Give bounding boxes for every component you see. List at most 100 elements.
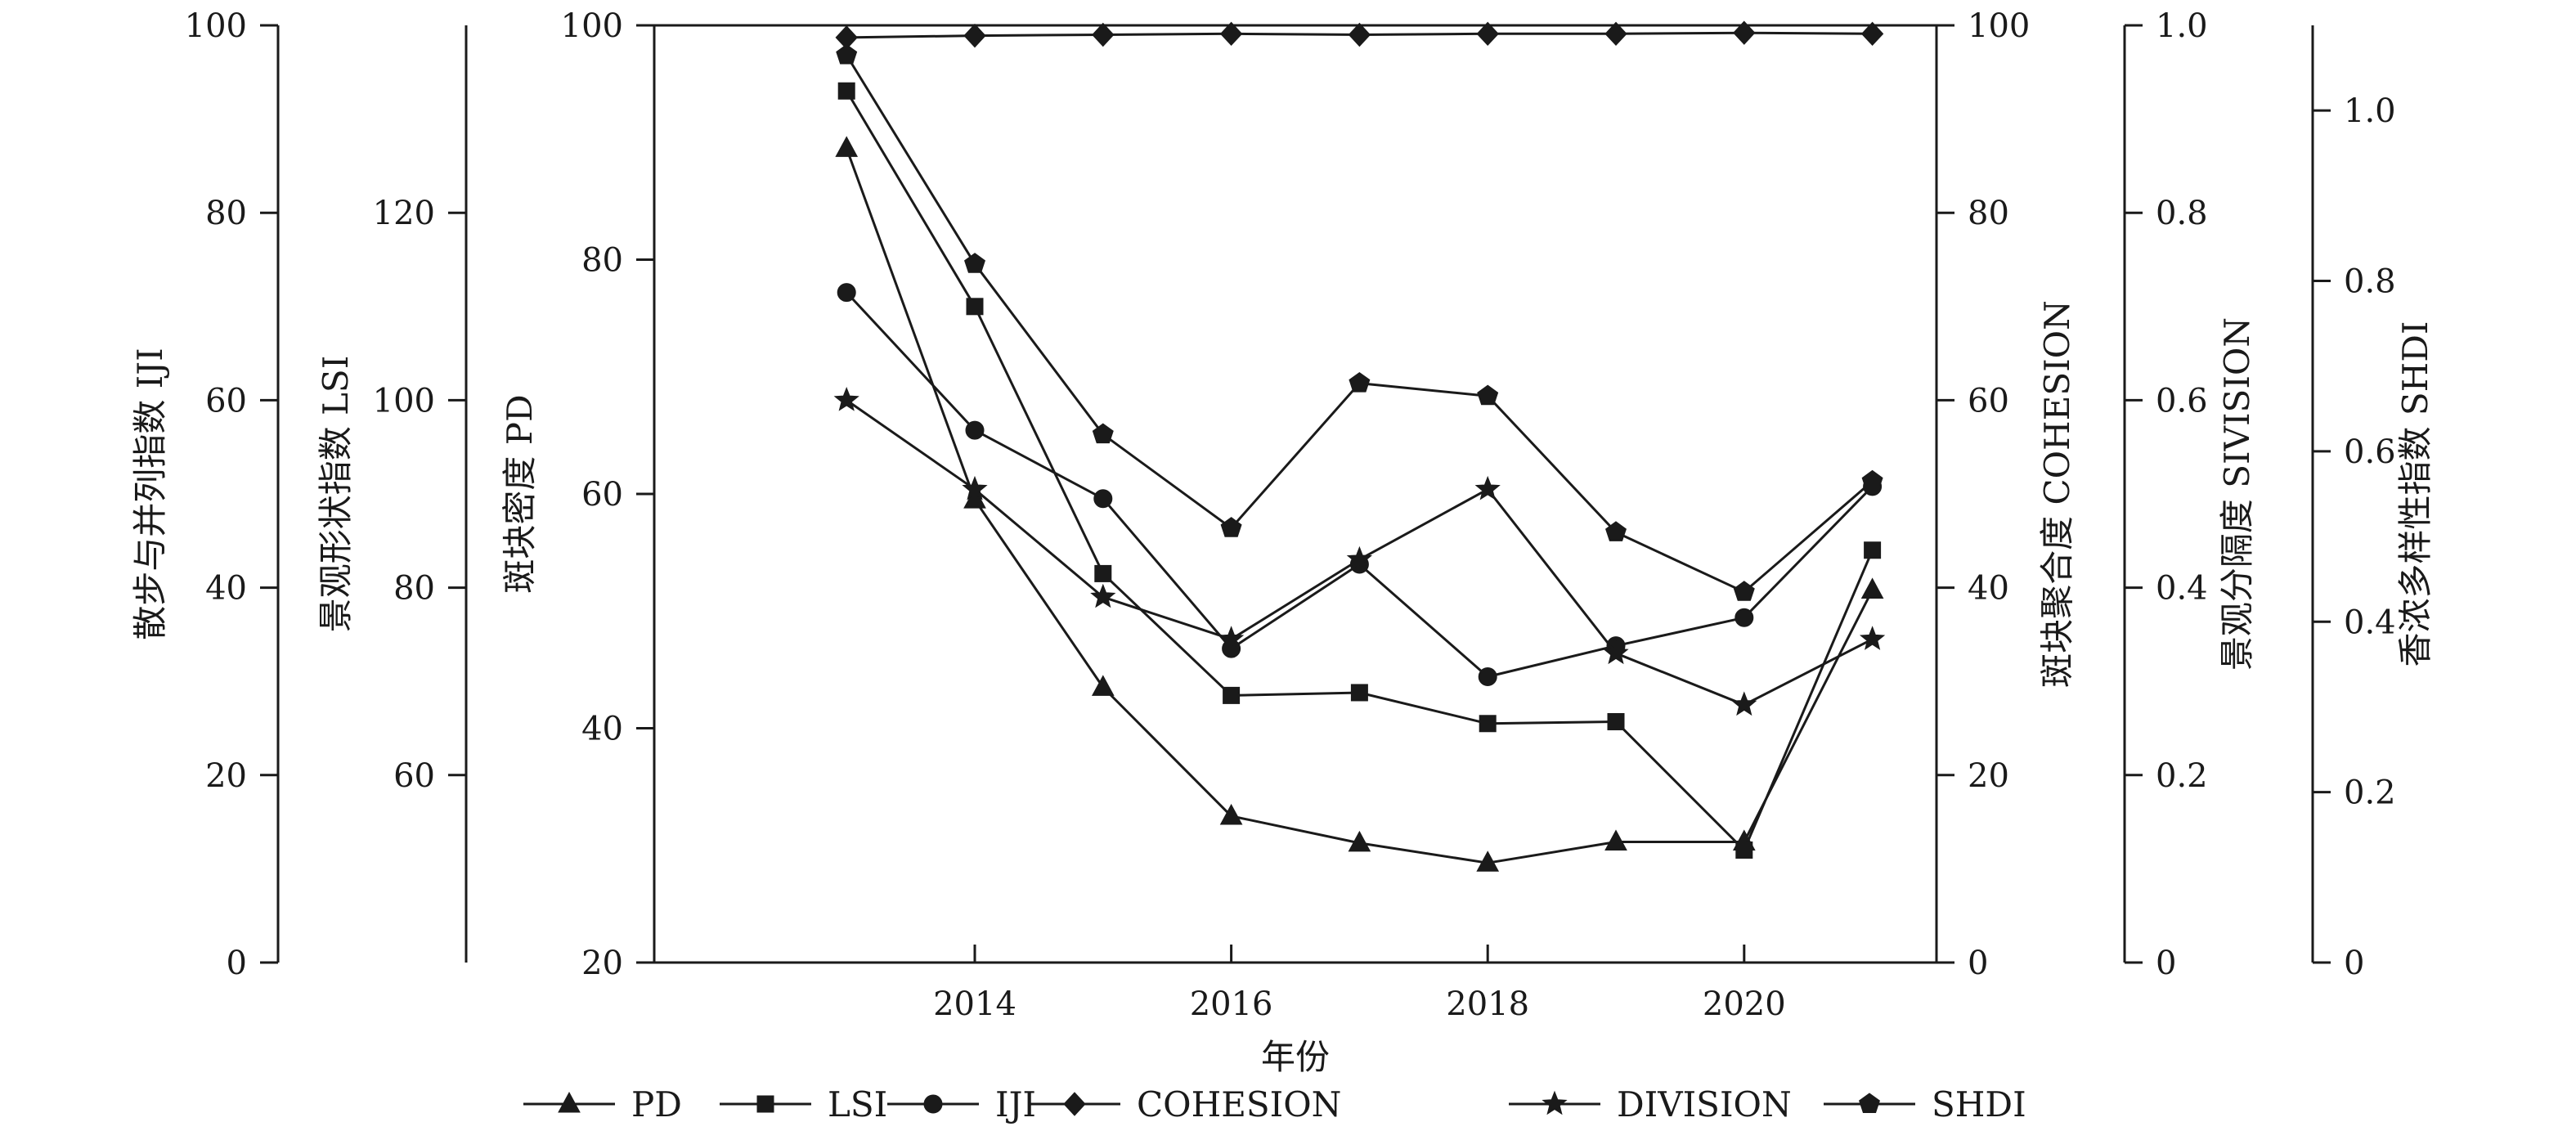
- cohesion-point: [1348, 22, 1371, 47]
- pd-point: [1860, 577, 1884, 599]
- lsi-point: [837, 82, 855, 100]
- legend-marker: [558, 1091, 581, 1113]
- shdi-point: [964, 253, 985, 273]
- pd-point: [1348, 830, 1371, 852]
- iji-line: [846, 291, 1874, 678]
- legend-label: LSI: [828, 1084, 887, 1124]
- legend-label: COHESION: [1137, 1084, 1341, 1124]
- lsi-point: [1094, 564, 1112, 582]
- pd-point: [1219, 803, 1243, 825]
- cohesion-point: [1476, 21, 1499, 47]
- plot-frame: [654, 24, 1936, 964]
- division-point: [1090, 583, 1116, 608]
- division-point: [1603, 640, 1629, 665]
- lsi-point: [1223, 686, 1241, 704]
- cohesion-axis: 0 20 40 60 80 100 斑块聚合度 COHESION: [1935, 7, 2077, 982]
- cohesion-tick-label: 20: [1968, 757, 2009, 795]
- cohesion-tick-label: 40: [1968, 570, 2009, 608]
- pd-point: [1091, 675, 1115, 696]
- iji-tick-label: 40: [205, 570, 247, 608]
- iji-tick-label: 0: [227, 945, 247, 982]
- cohesion-tick-label: 60: [1968, 382, 2009, 420]
- cohesion-point: [1604, 21, 1627, 47]
- division-tick-label: 0: [2156, 945, 2176, 982]
- division-point: [1731, 691, 1757, 716]
- lsi-tick-label: 80: [393, 570, 435, 608]
- series-shdi: [836, 43, 1883, 601]
- shdi-point: [1733, 581, 1755, 601]
- cohesion-point: [1219, 21, 1243, 47]
- legend-label: DIVISION: [1617, 1084, 1792, 1124]
- lsi-point: [966, 298, 984, 316]
- lsi-point: [1479, 715, 1497, 733]
- lsi-line: [845, 90, 1874, 851]
- pd-axis-title: 斑块密度 PD: [500, 394, 540, 593]
- legend-item-pd: PD: [523, 1084, 682, 1124]
- legend-item-lsi: LSI: [720, 1084, 887, 1124]
- iji-tick-label: 60: [205, 382, 247, 420]
- shdi-point: [1349, 371, 1371, 393]
- x-tick-label: 2014: [933, 985, 1016, 1023]
- shdi-tick-label: 0.4: [2344, 604, 2396, 641]
- cohesion-tick-label: 100: [1968, 7, 2030, 45]
- legend-label: PD: [631, 1084, 682, 1124]
- division-point: [1218, 626, 1245, 650]
- shdi-point: [1605, 521, 1627, 541]
- legend: PD LSI IJI COHESION DIVISION SHDI: [523, 1084, 2026, 1124]
- division-tick-label: 0.4: [2156, 570, 2208, 608]
- iji-tick-label: 80: [205, 195, 247, 232]
- division-point: [1346, 545, 1373, 571]
- shdi-point: [1477, 384, 1499, 406]
- series-iji: [837, 283, 1883, 686]
- pd-tick-label: 100: [561, 7, 623, 45]
- cohesion-point: [963, 23, 986, 48]
- iji-axis-title: 散步与并列指数 IJI: [130, 348, 170, 640]
- division-tick-label: 0.2: [2156, 757, 2208, 795]
- shdi-axis: 0 0.2 0.4 0.6 0.8 1.0 香浓多样性指数 SHDI: [2311, 25, 2435, 982]
- iji-tick-label: 20: [205, 757, 247, 795]
- series-pd: [835, 136, 1884, 872]
- lsi-point: [1864, 541, 1882, 559]
- division-point: [962, 475, 988, 500]
- lsi-tick-label: 100: [373, 382, 435, 420]
- cohesion-point: [1860, 21, 1884, 47]
- lsi-tick-label: 120: [373, 195, 435, 232]
- iji-point: [837, 283, 856, 303]
- shdi-tick-label: 0: [2344, 945, 2364, 982]
- iji-point: [1093, 489, 1113, 509]
- lsi-tick-label: 60: [393, 757, 435, 795]
- pd-tick-label: 60: [581, 476, 623, 514]
- lsi-axis: 60 80 100 120 景观形状指数 LSI: [316, 25, 468, 963]
- pd-point: [1476, 851, 1500, 872]
- shdi-point: [1861, 469, 1883, 491]
- pd-tick-label: 80: [581, 242, 623, 280]
- division-point: [1859, 626, 1886, 650]
- shdi-point: [836, 43, 858, 65]
- legend-marker: [1542, 1090, 1568, 1115]
- legend-marker: [756, 1095, 774, 1113]
- iji-point: [1478, 666, 1497, 686]
- shdi-tick-label: 0.2: [2344, 774, 2396, 812]
- x-tick-label: 2016: [1190, 985, 1273, 1023]
- cohesion-axis-title: 斑块聚合度 COHESION: [2037, 300, 2077, 688]
- cohesion-point: [1092, 22, 1115, 47]
- cohesion-tick-label: 0: [1968, 945, 1988, 982]
- x-tick-label: 2018: [1446, 985, 1529, 1023]
- legend-item-iji: IJI: [887, 1084, 1036, 1124]
- cohesion-point: [1733, 20, 1756, 45]
- x-tick-label: 2020: [1703, 985, 1786, 1023]
- pd-tick-label: 40: [581, 711, 623, 748]
- iji-point: [1735, 608, 1754, 627]
- iji-point: [965, 420, 985, 440]
- legend-item-cohesion: COHESION: [1029, 1084, 1341, 1124]
- shdi-axis-title: 香浓多样性指数 SHDI: [2395, 321, 2435, 666]
- pd-point: [835, 136, 859, 157]
- shdi-tick-label: 1.0: [2344, 92, 2396, 130]
- legend-item-division: DIVISION: [1509, 1084, 1792, 1124]
- axes-layer: 0 20 40 60 80 100 散步与并列指数 IJI 60 80 100 120 景观形状指数 …: [130, 7, 2435, 1077]
- legend-marker: [1859, 1093, 1880, 1113]
- x-axis: 2014 2016 2018 2020 年份: [933, 945, 1786, 1077]
- legend-marker: [1063, 1092, 1086, 1116]
- x-axis-title: 年份: [1261, 1037, 1330, 1077]
- iji-tick-label: 100: [185, 7, 247, 45]
